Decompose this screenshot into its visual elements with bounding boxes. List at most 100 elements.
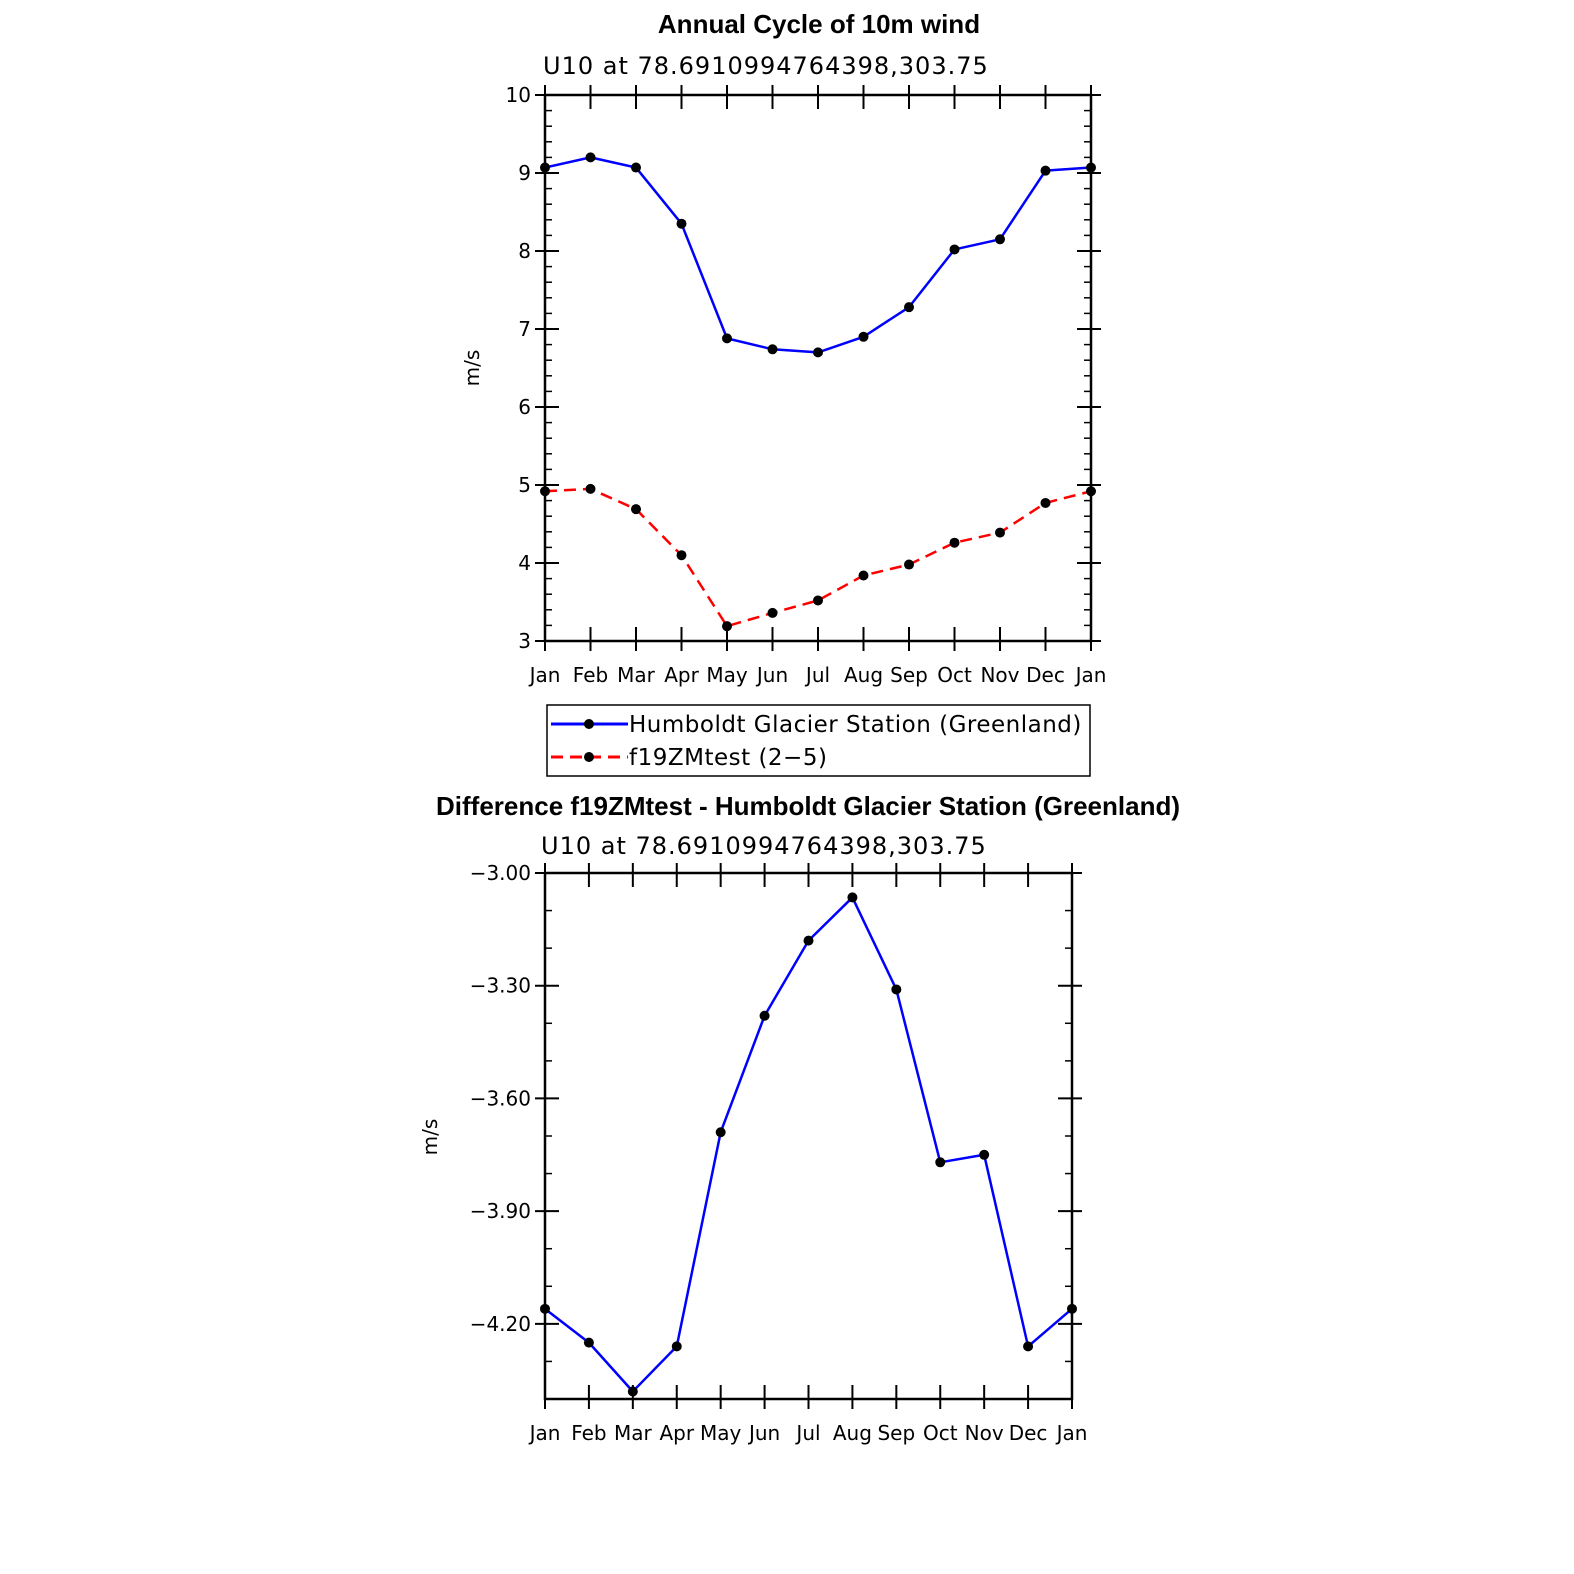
y-tick-labels: 3 4 5 6 7 8 9 10: [506, 83, 531, 653]
data-point: [715, 1127, 726, 1138]
x-tick-label: Nov: [980, 663, 1019, 687]
chart-title: Difference f19ZMtest - Humboldt Glacier …: [436, 791, 1180, 821]
x-tick-label: Sep: [877, 1421, 915, 1445]
data-point: [813, 595, 823, 606]
y-tick-label: 10: [506, 83, 531, 107]
data-point: [949, 537, 960, 548]
legend-label-f19zmtest: f19ZMtest (2−5): [629, 745, 827, 771]
data-point: [995, 527, 1005, 538]
y-tick-label: −3.30: [470, 974, 531, 998]
x-tick-label: Jan: [528, 1421, 561, 1445]
data-point: [627, 1386, 638, 1397]
y-tick-label: 3: [518, 629, 531, 653]
x-tick-label: Jan: [1055, 1421, 1088, 1445]
data-point: [1040, 165, 1051, 176]
data-point: [1023, 1341, 1034, 1352]
data-point: [803, 935, 814, 946]
x-tick-label: Jun: [747, 1421, 780, 1445]
data-point: [585, 152, 596, 163]
plot-frame: [543, 871, 1074, 1401]
series-line: [544, 156, 1092, 354]
x-tick-label: Dec: [1009, 1421, 1048, 1445]
data-point: [1040, 497, 1051, 508]
x-tick-label: Oct: [937, 663, 972, 687]
chart-subtitle: U10 at 78.6910994764398,303.75: [541, 832, 987, 860]
chart-subtitle: U10 at 78.6910994764398,303.75: [543, 52, 989, 80]
data-point: [767, 344, 778, 355]
data-point: [540, 486, 550, 497]
data-point: [722, 621, 732, 632]
data-point: [979, 1149, 990, 1160]
x-tick-label: May: [700, 1421, 742, 1445]
x-tick-label: Feb: [571, 1421, 606, 1445]
y-tick-labels: −3.00 −3.30 −3.60 −3.90 −4.20: [470, 861, 531, 1336]
x-tick-label: Aug: [833, 1421, 872, 1445]
legend-box: [546, 704, 1091, 777]
series-group: [540, 892, 1077, 1397]
plot-area: [535, 85, 1101, 651]
y-tick-label: −3.90: [470, 1199, 531, 1223]
x-tick-label: Jan: [528, 663, 561, 687]
x-tick-label: May: [706, 663, 748, 687]
data-point: [671, 1341, 682, 1352]
legend-entry-humboldt: Humboldt Glacier Station (Greenland): [551, 712, 1082, 738]
data-point: [904, 559, 914, 570]
data-point: [585, 483, 596, 494]
data-point: [631, 162, 641, 173]
data-point: [858, 570, 869, 581]
series-group: [540, 152, 1096, 632]
y-axis-label: m/s: [460, 350, 484, 387]
data-point: [949, 244, 960, 255]
series-line: [544, 487, 1092, 628]
x-tick-label: Feb: [573, 663, 608, 687]
x-tick-labels: Jan Feb Mar Apr May Jun Jul Aug Sep Oct Nov Dec Jan: [528, 663, 1107, 687]
x-tick-label: Aug: [844, 663, 883, 687]
data-point: [583, 1337, 594, 1348]
data-point: [995, 234, 1005, 245]
x-tick-label: Dec: [1026, 663, 1065, 687]
series-line: [544, 896, 1073, 1393]
data-point: [676, 550, 687, 561]
y-tick-label: −4.20: [470, 1312, 531, 1336]
data-point: [722, 333, 732, 344]
x-tick-label: Mar: [614, 1421, 653, 1445]
x-tick-label: Jun: [755, 663, 788, 687]
chart-title: Annual Cycle of 10m wind: [658, 9, 980, 39]
data-point: [540, 162, 550, 173]
y-tick-label: 5: [518, 473, 531, 497]
y-tick-label: 9: [518, 161, 531, 185]
y-tick-label: 4: [518, 551, 531, 575]
data-point: [847, 892, 858, 903]
data-point: [891, 984, 902, 995]
plot-frame: [543, 93, 1093, 643]
x-tick-label: Jul: [804, 663, 830, 687]
legend-label-humboldt: Humboldt Glacier Station (Greenland): [629, 712, 1082, 738]
y-tick-label: 8: [518, 239, 531, 263]
data-point: [767, 607, 778, 618]
data-point: [904, 302, 914, 313]
x-tick-label: Oct: [923, 1421, 958, 1445]
chart-difference: Difference f19ZMtest - Humboldt Glacier …: [418, 791, 1180, 1445]
y-tick-label: 7: [518, 317, 531, 341]
x-tick-label: Mar: [617, 663, 656, 687]
legend-entry-f19zmtest: f19ZMtest (2−5): [551, 745, 827, 771]
x-tick-label: Apr: [664, 663, 699, 687]
plot-area: [535, 863, 1082, 1409]
chart-annual-cycle: Annual Cycle of 10m wind U10 at 78.69109…: [460, 9, 1106, 687]
data-point: [858, 331, 869, 342]
data-point: [813, 347, 823, 358]
y-tick-label: −3.60: [470, 1086, 531, 1110]
y-tick-label: −3.00: [470, 861, 531, 885]
x-tick-label: Sep: [890, 663, 928, 687]
x-tick-label: Nov: [965, 1421, 1004, 1445]
legend-marker-f19zmtest: [584, 752, 594, 762]
data-point: [540, 1303, 550, 1314]
x-tick-label: Apr: [659, 1421, 694, 1445]
y-axis-label: m/s: [418, 1119, 442, 1156]
legend: Humboldt Glacier Station (Greenland) f19…: [546, 704, 1091, 777]
data-point: [935, 1157, 946, 1168]
x-tick-label: Jan: [1074, 663, 1107, 687]
data-point: [1086, 162, 1096, 173]
data-point: [759, 1010, 770, 1021]
